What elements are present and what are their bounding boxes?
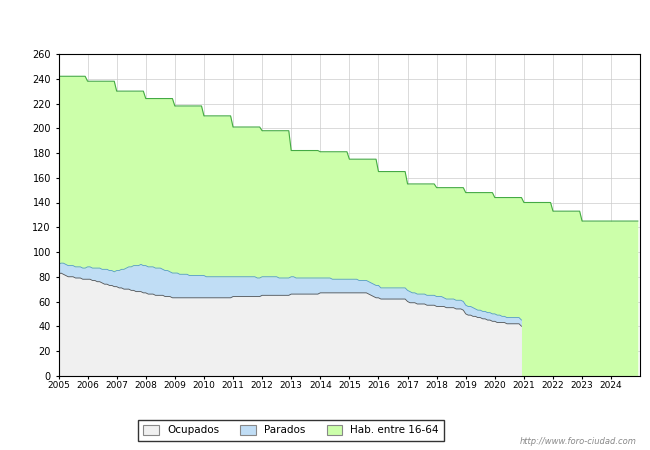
Text: http://www.foro-ciudad.com: http://www.foro-ciudad.com [520,436,637,446]
Text: Belver de los Montes - Evolucion de la poblacion en edad de Trabajar Noviembre d: Belver de los Montes - Evolucion de la p… [19,17,631,30]
Legend: Ocupados, Parados, Hab. entre 16-64: Ocupados, Parados, Hab. entre 16-64 [138,419,444,441]
